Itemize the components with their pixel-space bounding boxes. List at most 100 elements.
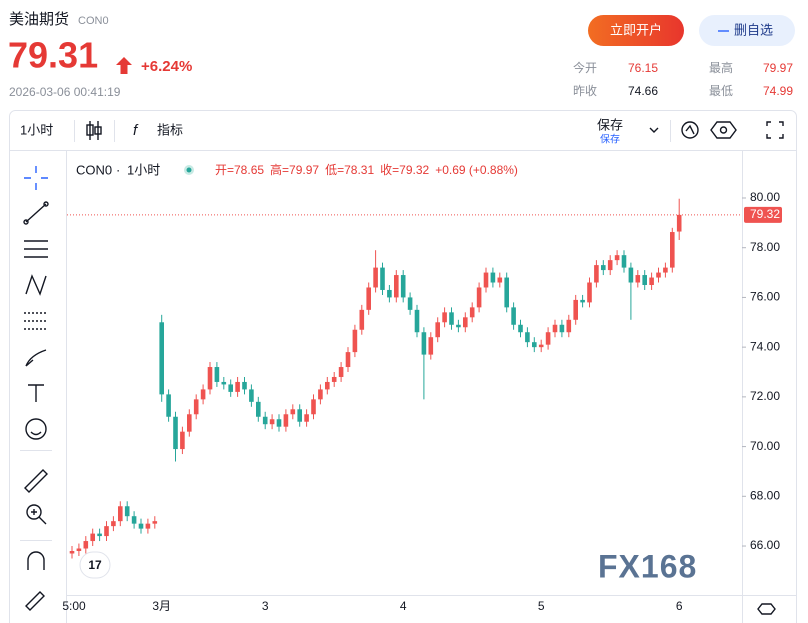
code: CON0 — [78, 15, 109, 27]
y-tick-label: 74.00 — [750, 339, 780, 353]
x-tick-label: 5:00 — [62, 599, 86, 613]
candle-body — [649, 277, 654, 285]
candle-body — [76, 548, 82, 551]
candle-body — [456, 324, 461, 328]
open-account-button[interactable] — [588, 15, 684, 46]
candle-body — [559, 324, 565, 333]
stat-value: 76.15 — [628, 61, 658, 75]
candle-body — [276, 419, 282, 427]
candle-body — [145, 523, 151, 529]
candle-body — [428, 337, 434, 355]
candle-body — [518, 324, 523, 333]
indicators-button[interactable]: 指标 — [157, 122, 183, 137]
candle-body — [511, 307, 516, 325]
chart-frame — [9, 110, 797, 623]
candle-body — [497, 277, 503, 283]
stat-value: 74.99 — [763, 84, 793, 98]
remove-watch-button[interactable] — [699, 15, 795, 46]
legend-item: 收=79.32 — [380, 163, 429, 177]
stat-value: 74.66 — [628, 84, 658, 98]
price-tag-label: 79.32 — [750, 207, 780, 221]
candle-body — [193, 399, 199, 415]
candle-body — [90, 533, 95, 542]
candle-body — [469, 307, 475, 318]
candle-body — [594, 265, 599, 283]
candle-body — [573, 299, 578, 320]
candle-body — [159, 322, 164, 395]
legend-symbol: CON0 — [76, 162, 112, 177]
axis-settings[interactable] — [757, 603, 776, 615]
candle-body — [207, 367, 213, 390]
legend-dot: · — [116, 162, 120, 177]
price-tag — [744, 206, 782, 223]
candle-body — [532, 342, 537, 348]
candle-body — [221, 381, 227, 385]
candle-body — [297, 409, 302, 422]
y-tick-label: 68.00 — [750, 488, 780, 502]
candle-body — [449, 312, 454, 325]
candle-body — [187, 414, 192, 432]
y-tick-label: 66.00 — [750, 538, 780, 552]
candle-body — [414, 309, 420, 333]
stat-label: 今开 — [573, 60, 597, 75]
candle-body — [621, 255, 627, 268]
candle-body — [670, 232, 675, 268]
candle-body — [131, 516, 137, 524]
candle-body — [69, 550, 75, 554]
candle-body — [304, 414, 309, 422]
settings-button[interactable] — [710, 121, 737, 139]
candle-body — [504, 277, 509, 308]
candle-body — [269, 419, 275, 425]
title: 美油期货 — [9, 11, 69, 28]
candle-body — [242, 381, 247, 390]
candle-body — [214, 367, 220, 382]
x-tick-label: 5 — [538, 599, 545, 613]
legend-interval: 1小时 — [127, 162, 160, 177]
candle-body — [111, 521, 116, 527]
candle-body — [400, 275, 406, 298]
candle-body — [538, 344, 544, 348]
candle-body — [552, 324, 558, 333]
status-dot-core — [186, 167, 192, 173]
candle-body — [525, 332, 530, 343]
plot: 66.00 68.00 70.00 72.00 74.00 76.00 78.00 80.00… — [62, 190, 782, 613]
candle-type-button[interactable] — [86, 121, 102, 140]
alert-button[interactable] — [681, 121, 699, 139]
open-account-label[interactable]: 立即开户 — [610, 22, 662, 37]
candle-body — [104, 526, 109, 537]
candle-body — [463, 317, 468, 328]
candle-body — [235, 381, 240, 392]
candle-body — [318, 389, 323, 400]
watermark: FX168 — [598, 548, 697, 584]
candle-body — [97, 533, 102, 537]
save-dropdown[interactable] — [649, 127, 659, 133]
candle-body — [325, 381, 330, 390]
candle-body — [173, 416, 178, 450]
candle-body — [421, 332, 427, 355]
candle-body — [580, 299, 585, 303]
remove-watch-label[interactable]: 删自选 — [734, 22, 773, 37]
candle-body — [614, 255, 620, 261]
y-tick-label: 80.00 — [750, 190, 780, 204]
candle-body — [152, 521, 158, 524]
candle-body — [373, 267, 378, 288]
change: +6.24% — [141, 58, 192, 75]
interval-button[interactable]: 1小时 — [20, 122, 53, 137]
tv-logo — [79, 551, 111, 579]
y-tick-label: 78.00 — [750, 240, 780, 254]
fx-icon[interactable]: f — [133, 122, 139, 139]
candle-body — [663, 267, 668, 273]
x-tick-label: 3月 — [152, 599, 171, 613]
candle-body — [290, 409, 296, 415]
save-button[interactable]: 保存 — [597, 117, 623, 132]
candle-body — [338, 367, 344, 377]
drawing-tools[interactable] — [23, 166, 49, 611]
fullscreen-button[interactable] — [766, 121, 784, 139]
candle-body — [601, 265, 606, 271]
candle-body — [138, 523, 144, 529]
candle-body — [394, 275, 399, 298]
candle-body — [366, 287, 371, 310]
candle-body — [200, 389, 206, 400]
x-tick-label: 4 — [400, 599, 407, 613]
